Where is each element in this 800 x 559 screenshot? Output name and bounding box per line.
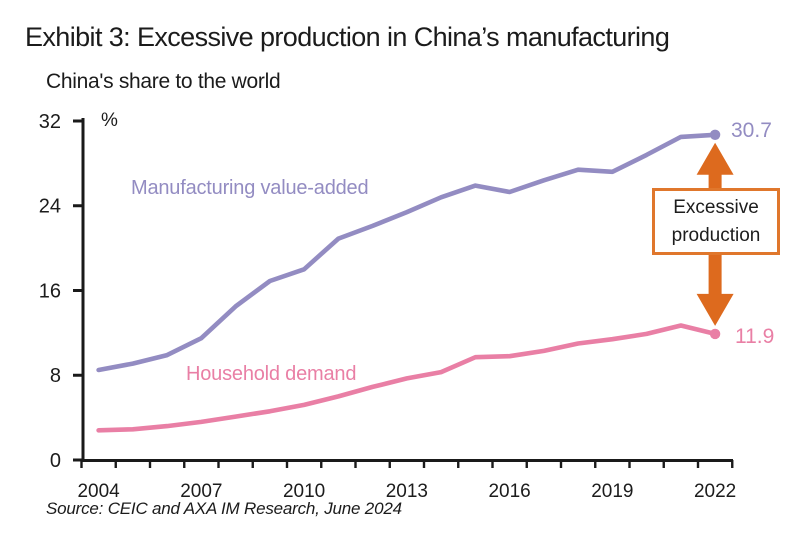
y-tick-label: 16 <box>39 280 61 302</box>
callout-label: Excessive production <box>671 196 761 246</box>
x-tick-label: 2013 <box>386 481 428 502</box>
x-tick-label: 2004 <box>77 481 120 502</box>
excessive-production-callout: Excessive production <box>652 188 780 255</box>
chart-title: Exhibit 3: Excessive production in China… <box>25 22 670 52</box>
chart-subtitle: China's share to the world <box>46 70 281 93</box>
y-tick-label: 32 <box>39 111 61 133</box>
series-label-manufacturing: Manufacturing value-added <box>131 177 369 199</box>
manufacturing-end-dot <box>709 129 721 140</box>
value-label-manufacturing: 30.7 <box>731 119 772 142</box>
x-tick-label: 2022 <box>694 481 736 502</box>
y-tick-label: 8 <box>50 365 61 387</box>
series-line-0 <box>96 132 718 373</box>
household-end-dot <box>709 328 721 340</box>
value-label-household: 11.9 <box>735 325 775 348</box>
series-label-household: Household demand <box>186 363 357 385</box>
y-tick-label: 0 <box>50 450 61 472</box>
y-tick-label: 24 <box>39 196 61 218</box>
x-tick-label: 2010 <box>283 481 325 502</box>
series-line-1 <box>96 323 718 433</box>
x-tick-label: 2019 <box>591 481 633 502</box>
y-axis-unit-label: % <box>101 110 118 131</box>
source-note: Source: CEIC and AXA IM Research, June 2… <box>46 499 402 518</box>
x-tick-label: 2007 <box>180 481 222 502</box>
x-tick-label: 2016 <box>488 481 530 502</box>
